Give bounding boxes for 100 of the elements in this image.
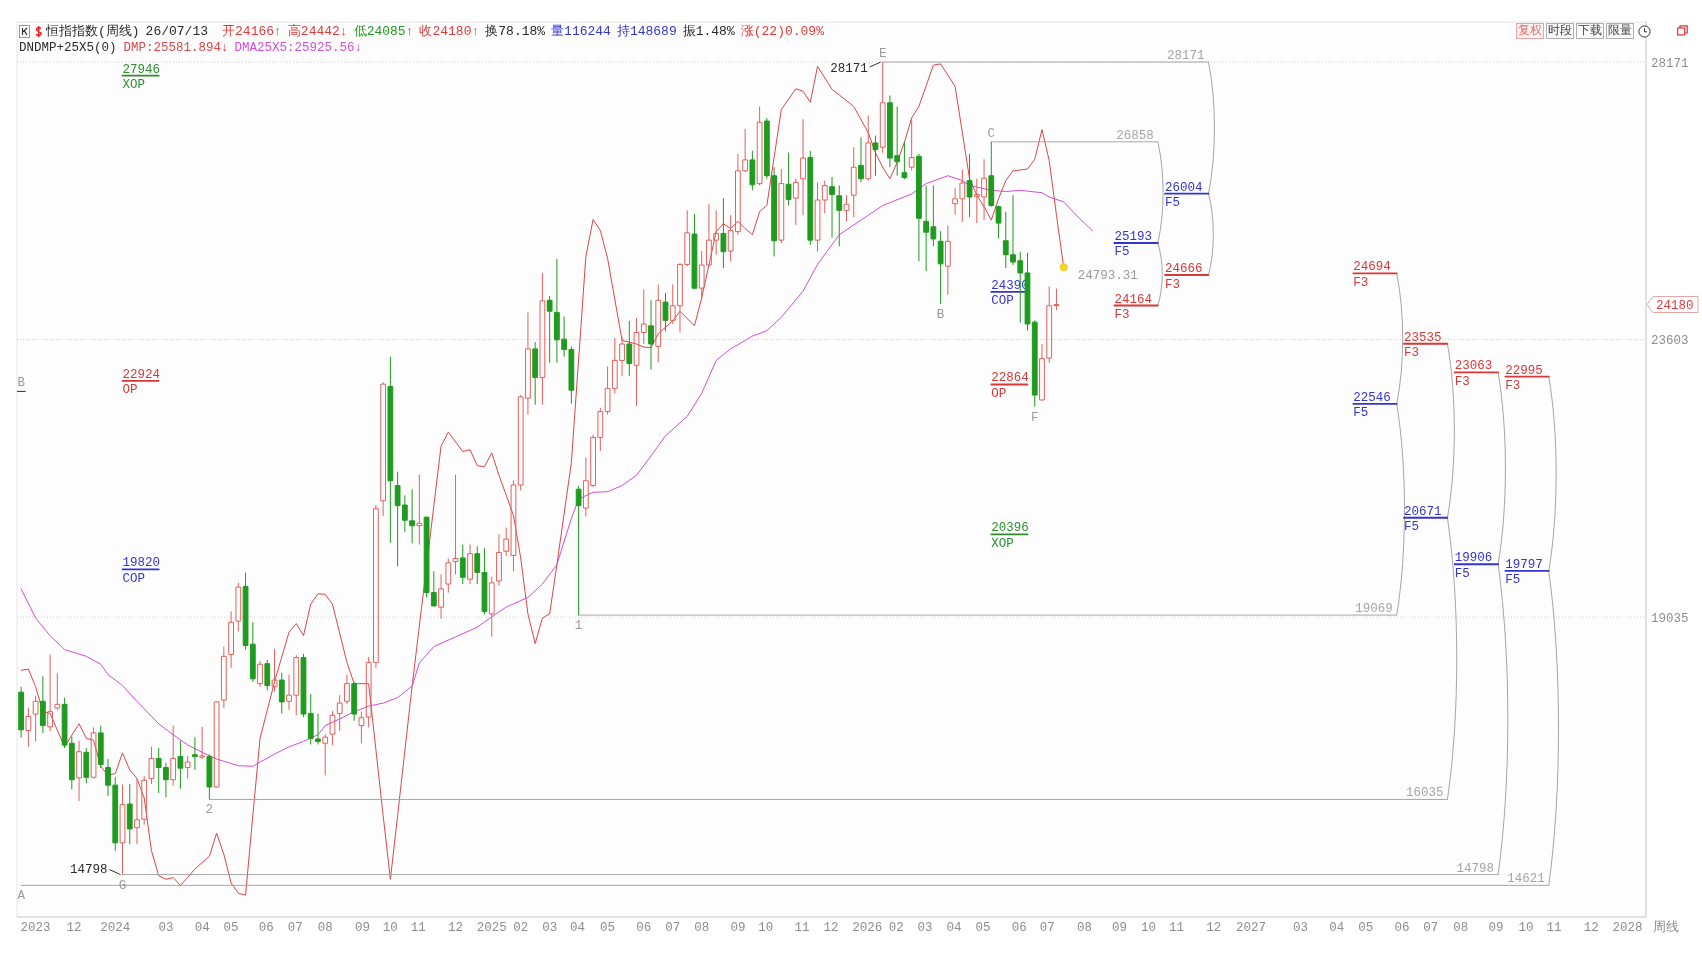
candlestick (322, 733, 329, 776)
series-label: F3 (1403, 346, 1419, 361)
data-label: 20396 (991, 521, 1029, 536)
candlestick (220, 646, 227, 709)
annotation: B (17, 376, 26, 391)
series-label: XOP (122, 78, 146, 93)
data-label: 24694 (1353, 260, 1391, 275)
x-tick-label: 08 (694, 921, 710, 935)
x-tick-label: 10 (758, 921, 774, 935)
candlestick (336, 694, 343, 732)
x-tick-label: 04 (946, 921, 962, 935)
candlestick (937, 230, 944, 305)
candlestick (199, 726, 206, 760)
candlestick (908, 118, 915, 171)
candlestick (184, 755, 191, 779)
annotation: DNDMP+25X5(0) (19, 41, 117, 55)
candlestick (76, 740, 82, 802)
annotation: 涨(22)0.09% (740, 24, 824, 39)
candlestick (344, 674, 350, 705)
x-tick-label: 03 (542, 921, 558, 935)
x-tick-label: 11 (410, 921, 426, 935)
candlestick (459, 544, 466, 585)
series-label: F3 (1353, 275, 1369, 290)
series-label: F5 (1403, 520, 1419, 535)
series-label: COP (122, 571, 146, 586)
candlestick (452, 474, 459, 575)
annotation: 振1.48% (682, 24, 735, 39)
candlestick (807, 150, 814, 246)
x-tick-label: 12 (1206, 921, 1222, 935)
x-tick-label: 11 (1546, 921, 1562, 935)
candlestick (54, 672, 61, 711)
candlestick (829, 176, 835, 239)
data-label: 19906 (1454, 551, 1493, 566)
candlestick (170, 725, 177, 787)
candlestick (872, 135, 879, 177)
candlestick (39, 675, 46, 734)
candlestick (235, 582, 242, 632)
data-label: 22995 (1505, 363, 1543, 378)
data-label: 24793.31 (1077, 269, 1138, 284)
candlestick (916, 153, 922, 262)
candlestick (329, 710, 336, 746)
x-tick-label: 12 (1583, 921, 1599, 935)
annotation: :25581.894↓ (146, 41, 229, 55)
candlestick (785, 152, 792, 206)
annotation: 收24180↑ (419, 24, 480, 39)
x-tick-label: 09 (1112, 921, 1128, 935)
series-label: OP (991, 387, 1007, 401)
x-tick-label: 03 (917, 921, 933, 935)
candlestick (944, 225, 951, 296)
candlestick (467, 544, 473, 585)
annotation: :25925.56↓ (287, 41, 363, 55)
candlestick (995, 205, 1002, 239)
candlestick (32, 695, 39, 742)
text: 24180 (1656, 299, 1694, 314)
y-tick-label: 28171 (1651, 56, 1689, 71)
series-label: OP (122, 383, 138, 398)
y-tick-label: 19035 (1651, 611, 1689, 626)
data-label: 19069 (1355, 602, 1393, 617)
x-tick-label: 05 (1358, 921, 1374, 935)
x-tick-label: 10 (382, 921, 398, 935)
chart-title: 恒指指数(周线) (46, 24, 140, 39)
candlestick (836, 184, 843, 247)
data-label: 24666 (1165, 262, 1203, 277)
x-tick-label: 11 (1168, 921, 1184, 935)
x-tick-label: 06 (1394, 921, 1410, 935)
data-label: 14798 (1456, 861, 1495, 876)
data-label: 14621 (1507, 872, 1545, 887)
candlestick (148, 746, 155, 785)
data-label: 22864 (991, 371, 1029, 386)
data-label: 28171 (1166, 49, 1205, 64)
annotation: 低24085↑ (353, 24, 414, 39)
x-tick-label: 07 (665, 921, 681, 935)
x-tick-label: 2023 (20, 921, 51, 935)
candlestick (380, 381, 387, 517)
candlestick (843, 194, 850, 222)
chart-subtitle: 26/07/13 (145, 24, 209, 39)
annotation: 量116244 (551, 24, 611, 39)
candlestick (18, 686, 25, 739)
x-tick-label: 12 (823, 921, 839, 935)
x-tick-label: 02 (888, 921, 904, 935)
x-tick-label: 11 (794, 921, 810, 935)
annotation: E (878, 47, 887, 62)
data-label: 23063 (1454, 359, 1493, 374)
data-label: 26858 (1116, 128, 1154, 143)
candlestick (655, 283, 662, 363)
x-tick-label: 07 (1423, 921, 1439, 935)
candlestick (416, 474, 423, 546)
series-label: F5 (1353, 406, 1369, 421)
candlestick (177, 740, 184, 790)
data-label: 19797 (1505, 557, 1543, 572)
candlestick (264, 659, 271, 691)
x-tick-label: 02 (513, 921, 529, 935)
x-tick-label: 2027 (1235, 921, 1266, 935)
x-tick-label: 09 (354, 921, 370, 935)
annotation: A (17, 889, 26, 904)
data-label: 27946 (122, 62, 161, 77)
data-label: 16035 (1405, 786, 1444, 801)
candlestick (546, 295, 553, 364)
annotation: F (1030, 410, 1039, 425)
x-tick-label: 08 (1076, 921, 1092, 935)
